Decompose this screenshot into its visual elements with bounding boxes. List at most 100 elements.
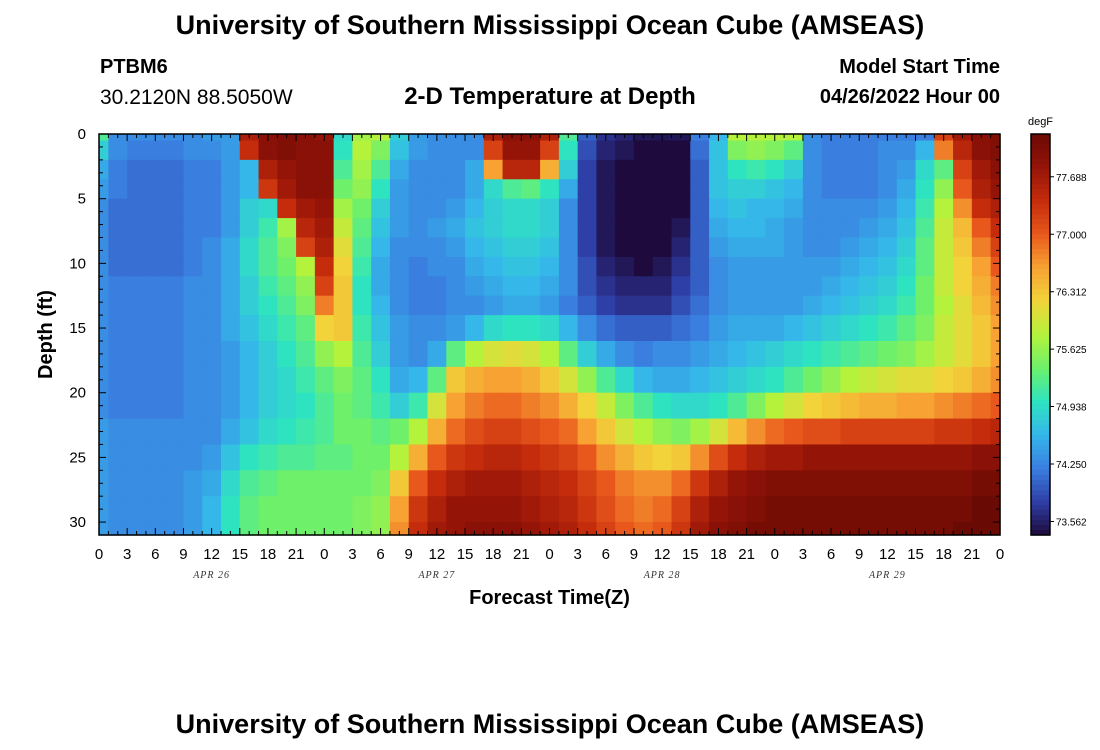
heatmap-cell xyxy=(540,276,560,297)
colorbar-swatch xyxy=(1031,379,1050,386)
heatmap-cell xyxy=(258,366,278,394)
heatmap-cell xyxy=(577,470,598,497)
heatmap-cell xyxy=(896,256,917,277)
heatmap-cell xyxy=(145,198,166,219)
heatmap-cell xyxy=(127,295,147,316)
heatmap-cell xyxy=(802,179,823,200)
heatmap-cell xyxy=(502,218,522,239)
heatmap-cell xyxy=(371,179,391,200)
heatmap-cell xyxy=(352,295,372,316)
heatmap-cell xyxy=(239,140,260,161)
heatmap-cell xyxy=(465,198,485,219)
heatmap-cell xyxy=(953,444,973,471)
heatmap-cell xyxy=(859,159,879,180)
heatmap-cell xyxy=(521,159,541,180)
heatmap-cell xyxy=(934,237,954,258)
heatmap-cell xyxy=(746,179,766,200)
heatmap-cell xyxy=(615,340,635,368)
heatmap-cell xyxy=(990,276,1001,297)
heatmap-cell xyxy=(709,418,729,446)
heatmap-cell xyxy=(709,198,729,219)
heatmap-cell xyxy=(934,470,954,497)
heatmap-cell xyxy=(802,315,823,342)
x-tick-label: 21 xyxy=(513,546,530,563)
heatmap-cell xyxy=(727,470,748,497)
heatmap-cell xyxy=(465,392,485,420)
heatmap-cell xyxy=(802,522,823,536)
heatmap-cell xyxy=(765,276,785,297)
heatmap-cell xyxy=(821,496,842,523)
heatmap-cell xyxy=(521,496,541,523)
heatmap-cell xyxy=(915,295,935,316)
heatmap-cell xyxy=(690,522,710,536)
heatmap-cell xyxy=(164,418,185,446)
heatmap-cell xyxy=(915,237,935,258)
heatmap-cell xyxy=(671,418,691,446)
heatmap-cell xyxy=(671,140,691,161)
heatmap-cell xyxy=(953,198,973,219)
heatmap-cell xyxy=(352,418,372,446)
colorbar-swatch xyxy=(1031,384,1050,391)
heatmap-cell xyxy=(314,366,335,394)
heatmap-cell xyxy=(352,159,372,180)
heatmap-cell xyxy=(202,444,222,471)
heatmap-cell xyxy=(896,470,917,497)
heatmap-cell xyxy=(183,392,203,420)
heatmap-cell xyxy=(239,418,260,446)
heatmap-cell xyxy=(671,159,691,180)
model-start-label: Model Start Time xyxy=(839,56,1000,78)
heatmap-cell xyxy=(540,392,560,420)
heatmap-cell xyxy=(427,198,447,219)
heatmap-cell xyxy=(821,470,842,497)
colorbar-swatch xyxy=(1031,149,1050,155)
heatmap-cell xyxy=(558,418,579,446)
heatmap-cell xyxy=(389,366,410,394)
heatmap-cell xyxy=(183,218,203,239)
colorbar-swatch xyxy=(1031,189,1050,195)
heatmap-cell xyxy=(221,418,241,446)
heatmap-cell xyxy=(971,340,992,368)
heatmap-cell xyxy=(108,444,128,471)
heatmap-cell xyxy=(333,237,354,258)
heatmap-cell xyxy=(483,340,504,368)
heatmap-cell xyxy=(953,276,973,297)
y-tick-label: 15 xyxy=(69,320,86,337)
heatmap-cell xyxy=(671,237,691,258)
heatmap-cell xyxy=(577,237,598,258)
heatmap-cell xyxy=(277,237,297,258)
heatmap-cell xyxy=(389,470,410,497)
colorbar-frame xyxy=(1030,133,1051,536)
heatmap-cell xyxy=(652,470,673,497)
heatmap-cell xyxy=(427,140,447,161)
heatmap-cell xyxy=(577,366,598,394)
heatmap-cell xyxy=(709,159,729,180)
colorbar-swatch xyxy=(1031,254,1050,260)
heatmap-cell xyxy=(296,256,316,277)
heatmap-cell xyxy=(108,198,128,219)
heatmap-cell xyxy=(465,256,485,277)
heatmap-cell xyxy=(652,237,673,258)
heatmap-cell xyxy=(314,470,335,497)
heatmap-cell xyxy=(258,256,278,277)
heatmap-cell xyxy=(577,276,598,297)
heatmap-cell xyxy=(296,522,316,536)
colorbar-tick-label: 77.000 xyxy=(1056,230,1087,241)
heatmap-cell xyxy=(483,295,504,316)
heatmap-cell xyxy=(145,140,166,161)
heatmap-cell xyxy=(690,198,710,219)
heatmap-cell xyxy=(333,315,354,342)
heatmap-cell xyxy=(145,444,166,471)
heatmap-cell xyxy=(953,218,973,239)
colorbar-swatch xyxy=(1031,319,1050,326)
heatmap-cell xyxy=(577,295,598,316)
heatmap-cell xyxy=(821,366,842,394)
colorbar-swatch xyxy=(1031,229,1050,235)
colorbar-swatch xyxy=(1031,164,1050,170)
heatmap-cell xyxy=(633,444,654,471)
heatmap-cell xyxy=(859,256,879,277)
heatmap-cell xyxy=(709,276,729,297)
heatmap-cell xyxy=(333,256,354,277)
heatmap-cell xyxy=(521,140,541,161)
heatmap-cell xyxy=(671,522,691,536)
heatmap-cell xyxy=(389,276,410,297)
